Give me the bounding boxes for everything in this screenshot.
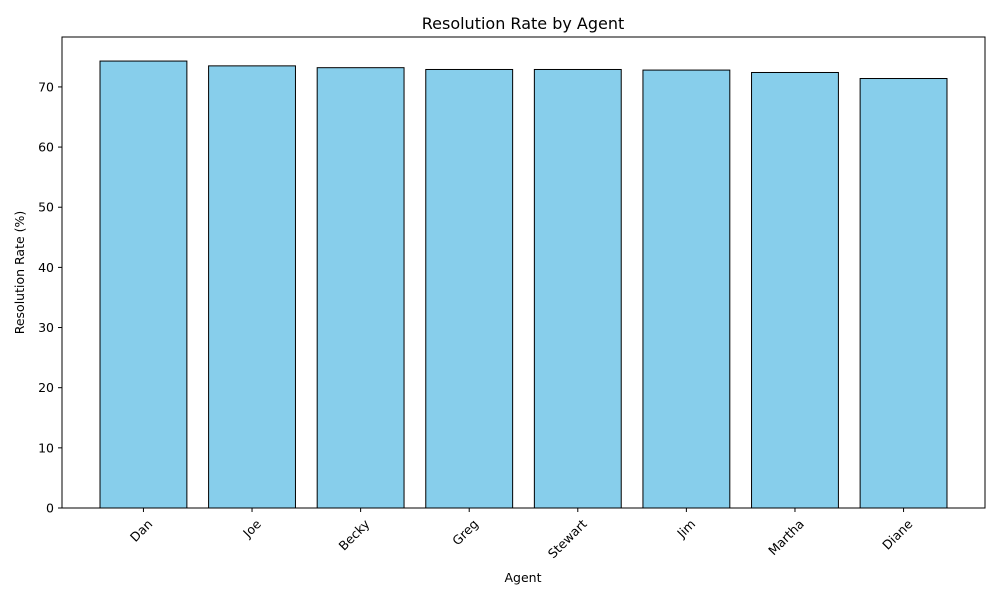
x-tick-label: Dan: [127, 516, 155, 544]
bar-martha: [751, 71, 839, 509]
y-tick-label: 10: [38, 440, 54, 455]
chart-title: Resolution Rate by Agent: [422, 14, 625, 33]
plot-frame: [61, 36, 986, 509]
bar-joe: [208, 65, 296, 509]
y-tick-label: 30: [38, 320, 54, 335]
y-axis-label: Resolution Rate (%): [12, 211, 27, 335]
y-tick-label: 60: [38, 140, 54, 155]
y-tick-label: 20: [38, 380, 54, 395]
x-tick-label: Becky: [336, 516, 373, 553]
x-tick-label: Jim: [673, 516, 698, 541]
x-tick-label: Stewart: [545, 516, 590, 561]
y-tick-label: 70: [38, 79, 54, 94]
bar-becky: [316, 67, 405, 509]
x-tick-label: Joe: [239, 516, 264, 541]
y-tick-label: 40: [38, 260, 54, 275]
bar-diane: [859, 78, 948, 509]
bar-greg: [425, 68, 514, 509]
y-tick-label: 50: [38, 200, 54, 215]
bar-stewart: [533, 68, 622, 509]
x-tick-label: Diane: [879, 516, 916, 553]
y-tick-label: 0: [46, 501, 54, 516]
x-tick-label: Martha: [765, 516, 807, 558]
x-axis-label: Agent: [505, 570, 542, 585]
bars-layer: [99, 60, 948, 509]
x-tick-label: Greg: [449, 516, 481, 548]
bar-jim: [642, 69, 731, 509]
y-axis-ticks: 0 10 20 30 40 50 60 70: [38, 79, 62, 516]
x-axis-ticks: Dan Joe Becky Greg Stewart Jim Martha Diane: [127, 508, 916, 561]
bar-dan: [99, 60, 188, 509]
